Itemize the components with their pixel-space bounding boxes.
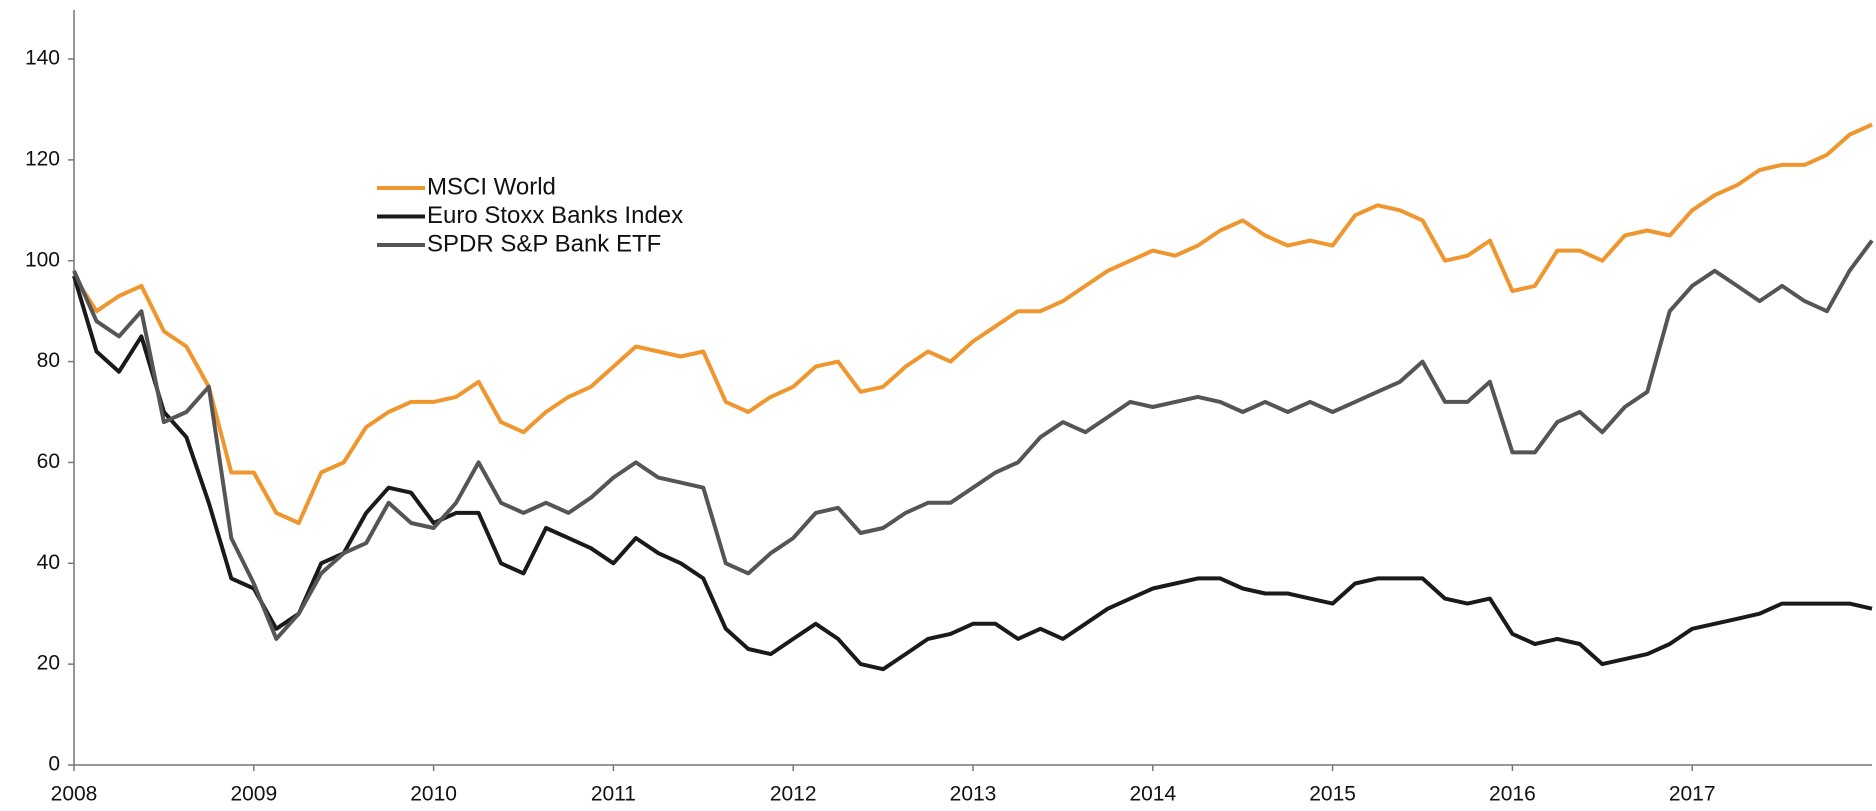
y-tick-label: 60 — [37, 450, 60, 473]
y-tick-label: 20 — [37, 652, 60, 675]
x-tick-label: 2010 — [410, 783, 457, 806]
x-tick-label: 2012 — [770, 783, 817, 806]
y-tick-label: 40 — [37, 551, 60, 574]
x-tick-label: 2009 — [230, 783, 277, 806]
x-tick-label: 2015 — [1309, 783, 1356, 806]
x-tick-label: 2016 — [1489, 783, 1536, 806]
series-line — [72, 275, 1873, 672]
x-tick-label: 2011 — [591, 783, 636, 806]
legend-label: SPDR S&P Bank ETF — [427, 230, 661, 257]
series-line — [72, 122, 1873, 525]
x-tick-label: 2017 — [1669, 783, 1716, 806]
legend-label: MSCI World — [427, 173, 556, 200]
x-tick-label: 2008 — [51, 783, 98, 806]
x-tick-label: 2013 — [950, 783, 997, 806]
y-tick-label: 0 — [48, 753, 60, 776]
x-tick-label: 2014 — [1129, 783, 1176, 806]
y-tick-label: 140 — [25, 47, 60, 70]
legend-label: Euro Stoxx Banks Index — [427, 202, 683, 229]
y-tick-label: 80 — [37, 349, 60, 372]
y-tick-label: 120 — [25, 147, 60, 170]
series-line — [72, 239, 1874, 641]
y-tick-label: 100 — [25, 248, 60, 271]
